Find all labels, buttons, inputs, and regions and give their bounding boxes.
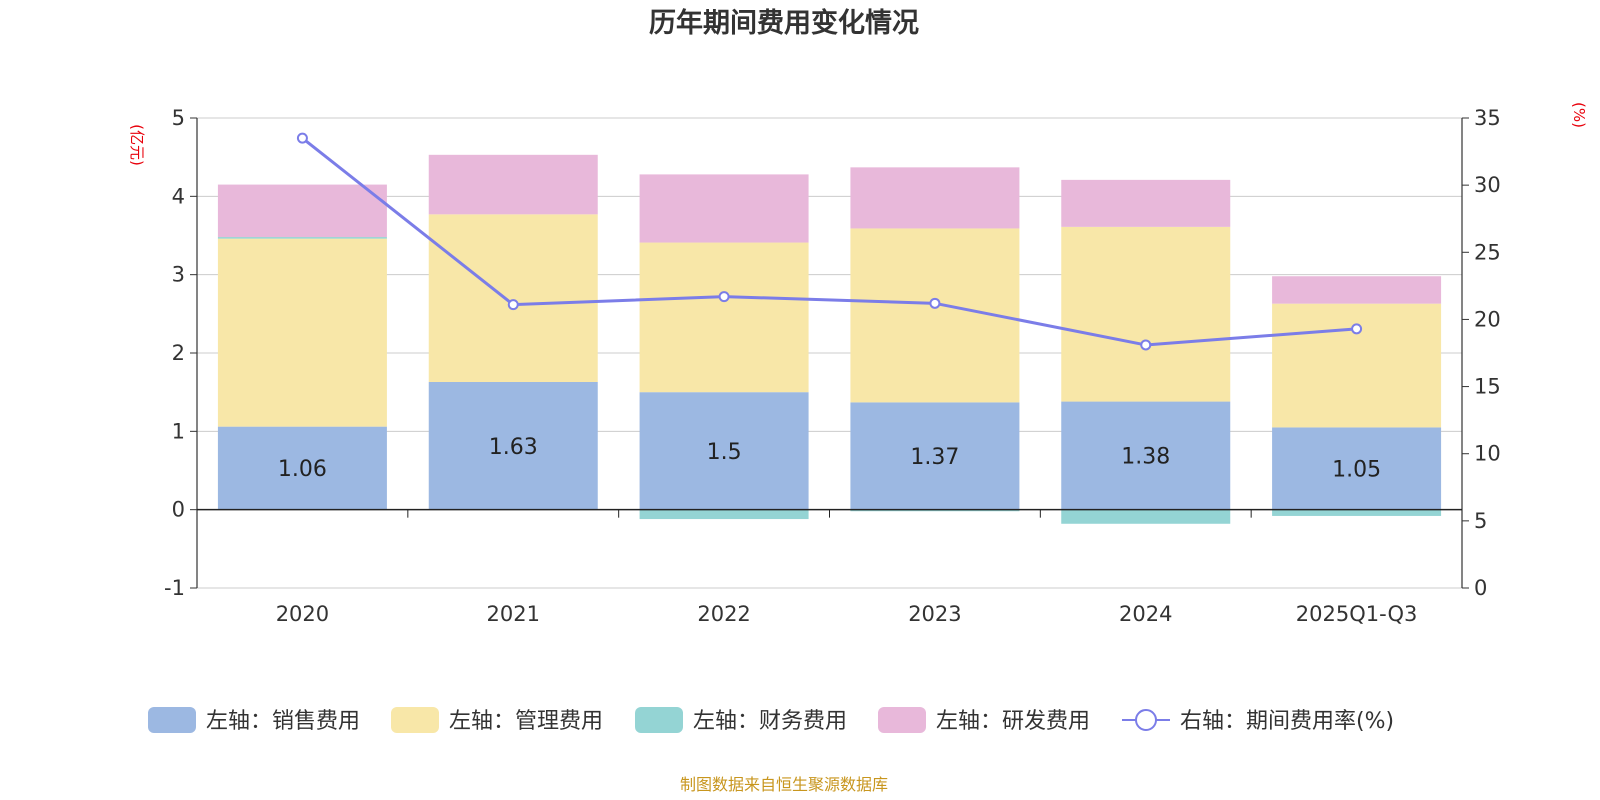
- bar-segment: [850, 167, 1020, 229]
- right-tick-label: 5: [1474, 509, 1487, 533]
- expense-rate-line: [296, 132, 1363, 351]
- bar-value-label: 1.06: [278, 457, 327, 482]
- right-tick-label: 10: [1474, 442, 1501, 466]
- bar-segment: [1061, 226, 1231, 402]
- x-tick-label: 2024: [1119, 602, 1172, 626]
- legend-label: 左轴：财务费用: [693, 709, 847, 734]
- rate-point: [929, 297, 941, 309]
- left-tick-label: -1: [164, 576, 185, 600]
- right-tick-label: 25: [1474, 240, 1501, 264]
- rate-point: [718, 291, 730, 303]
- legend-marker-icon: [1135, 709, 1157, 731]
- left-tick-label: 2: [172, 341, 185, 365]
- legend: 左轴：销售费用 左轴：管理费用 左轴：财务费用 左轴：研发费用 右轴：期间费用率(%): [148, 707, 1394, 734]
- bar-segment: [428, 154, 598, 215]
- bar-segment: [1272, 509, 1442, 516]
- legend-item: 左轴：研发费用: [878, 707, 1090, 734]
- rate-point: [507, 299, 519, 311]
- left-tick-label: 5: [172, 106, 185, 130]
- bar-segment: [850, 509, 1020, 512]
- bar-value-label: 1.5: [707, 440, 742, 465]
- bar-segment: [217, 184, 387, 238]
- bar-segment: [639, 509, 809, 520]
- bar-segment: [428, 381, 598, 510]
- bar-value-label: 1.38: [1121, 445, 1170, 470]
- x-tick-label: 2021: [487, 602, 540, 626]
- bar-segment: [1061, 179, 1231, 227]
- right-tick-label: 15: [1474, 375, 1501, 399]
- bar-segment: [639, 392, 809, 510]
- bar-segment: [1272, 303, 1442, 428]
- x-tick-label: 2022: [697, 602, 750, 626]
- right-tick-label: 20: [1474, 307, 1501, 331]
- legend-swatch-icon: [391, 707, 439, 733]
- legend-label: 右轴：期间费用率(%): [1180, 709, 1394, 734]
- rate-point: [1351, 323, 1363, 335]
- bars: [217, 154, 1442, 524]
- grid-lines: [197, 117, 1462, 589]
- bar-segment: [428, 214, 598, 382]
- legend-item: 左轴：销售费用: [148, 707, 360, 734]
- right-tick-label: 30: [1474, 173, 1501, 197]
- bar-value-label: 1.37: [910, 445, 959, 470]
- right-axis-unit: (%): [1570, 102, 1588, 128]
- bar-segment: [217, 237, 387, 239]
- legend-label: 左轴：管理费用: [449, 709, 603, 734]
- bar-segment: [639, 242, 809, 393]
- left-tick-label: 3: [172, 263, 185, 287]
- legend-swatch-icon: [635, 707, 683, 733]
- chart-title: 历年期间费用变化情况: [649, 7, 919, 39]
- bar-value-label: 1.05: [1332, 458, 1381, 483]
- x-tick-label: 2020: [276, 602, 329, 626]
- bar-segment: [217, 426, 387, 510]
- legend-swatch-icon: [878, 707, 926, 733]
- x-tick-label: 2025Q1-Q3: [1296, 602, 1418, 626]
- rate-point: [296, 132, 308, 144]
- rate-point: [1140, 339, 1152, 351]
- legend-item: 左轴：财务费用: [635, 707, 847, 734]
- bar-segment: [1272, 427, 1442, 510]
- legend-label: 左轴：销售费用: [206, 709, 360, 734]
- right-tick-label: 0: [1474, 576, 1487, 600]
- source-note: 制图数据来自恒生聚源数据库: [680, 775, 888, 794]
- left-tick-label: 0: [172, 498, 185, 522]
- bar-segment: [1061, 401, 1231, 510]
- legend-item: 右轴：期间费用率(%): [1122, 709, 1394, 734]
- rate-line-path: [301, 136, 1357, 347]
- x-tick-label: 2023: [908, 602, 961, 626]
- left-axis-unit: (亿元): [128, 124, 146, 166]
- left-tick-label: 4: [172, 184, 185, 208]
- right-tick-label: 35: [1474, 106, 1501, 130]
- bar-segment: [217, 238, 387, 427]
- legend-swatch-icon: [148, 707, 196, 733]
- axes: -1 0 1 2 3 4 5 0 5 10 15 20 25 30 35 2020 2021 2022 2023 20…: [164, 106, 1501, 626]
- left-tick-label: 1: [172, 419, 185, 443]
- legend-label: 左轴：研发费用: [936, 709, 1090, 734]
- bar-segment: [1272, 276, 1442, 304]
- bar-segment: [1061, 509, 1231, 524]
- bar-labels: 1.06 1.63 1.5 1.37 1.38 1.05: [278, 435, 1381, 483]
- bar-segment: [639, 174, 809, 243]
- bar-segment: [850, 402, 1020, 510]
- bar-value-label: 1.63: [489, 435, 538, 460]
- legend-item: 左轴：管理费用: [391, 707, 603, 734]
